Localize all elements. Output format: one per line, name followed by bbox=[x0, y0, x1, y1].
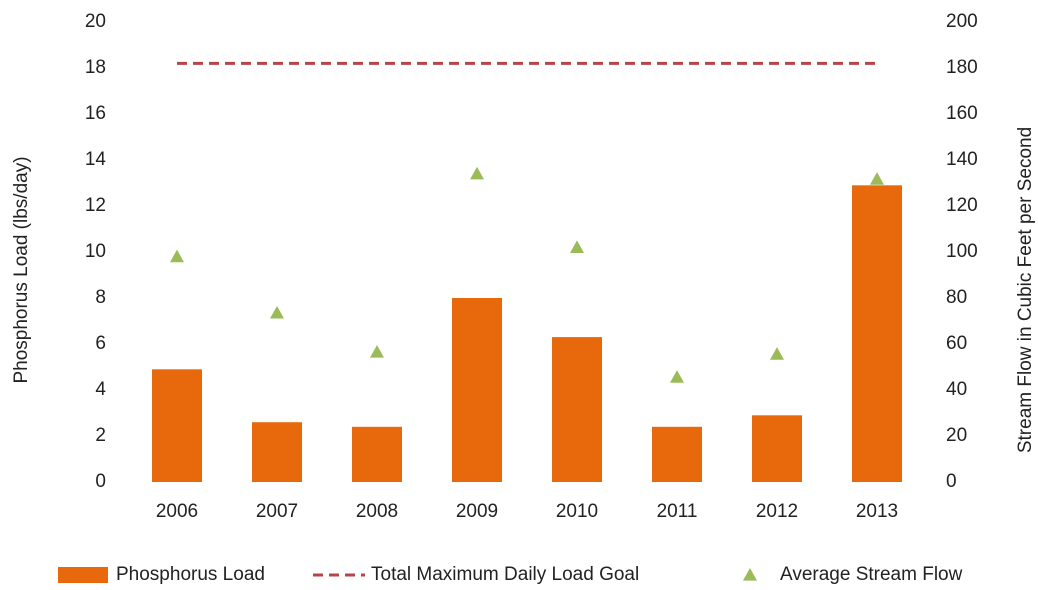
y-tick-label: 0 bbox=[95, 471, 106, 492]
flow-marker bbox=[670, 370, 684, 383]
x-tick-label: 2007 bbox=[256, 501, 298, 522]
y2-tick-label: 120 bbox=[946, 195, 978, 216]
flow-marker bbox=[570, 240, 584, 253]
legend-label: Total Maximum Daily Load Goal bbox=[371, 564, 639, 585]
x-tick-label: 2013 bbox=[856, 501, 898, 522]
y2-tick-label: 80 bbox=[946, 287, 967, 308]
y-axis-title: Phosphorus Load (lbs/day) bbox=[11, 156, 32, 383]
x-tick-label: 2011 bbox=[657, 501, 698, 522]
y2-tick-label: 20 bbox=[946, 425, 967, 446]
y2-tick-label: 140 bbox=[946, 149, 978, 170]
bar bbox=[252, 422, 302, 482]
flow-marker bbox=[370, 345, 384, 358]
legend-swatch bbox=[743, 568, 757, 581]
flow-marker bbox=[270, 305, 284, 319]
y-tick-label: 12 bbox=[85, 195, 106, 216]
y2-axis-title: Stream Flow in Cubic Feet per Second bbox=[1015, 127, 1036, 453]
legend-label: Phosphorus Load bbox=[116, 564, 265, 585]
legend-label: Average Stream Flow bbox=[780, 564, 963, 585]
y-tick-label: 2 bbox=[95, 425, 106, 446]
x-tick-label: 2008 bbox=[356, 501, 398, 522]
y2-tick-label: 40 bbox=[946, 379, 967, 400]
bar bbox=[452, 298, 502, 482]
y-tick-label: 4 bbox=[95, 379, 106, 400]
bar bbox=[652, 426, 702, 482]
y-tick-label: 10 bbox=[85, 241, 106, 262]
x-tick-label: 2006 bbox=[156, 501, 198, 522]
bar bbox=[552, 337, 602, 482]
flow-marker bbox=[470, 166, 484, 180]
flow-marker bbox=[770, 347, 784, 360]
y2-tick-label: 200 bbox=[946, 11, 978, 32]
y-tick-label: 6 bbox=[95, 333, 106, 354]
y2-tick-label: 100 bbox=[946, 241, 978, 262]
flow-marker bbox=[170, 249, 184, 263]
y2-tick-label: 180 bbox=[946, 57, 978, 78]
bar bbox=[852, 185, 902, 483]
bar bbox=[352, 426, 402, 482]
x-tick-label: 2010 bbox=[556, 501, 598, 522]
y-tick-label: 8 bbox=[95, 287, 106, 308]
y2-tick-label: 60 bbox=[946, 333, 967, 354]
legend-swatch bbox=[58, 567, 108, 583]
y2-tick-label: 160 bbox=[946, 103, 978, 124]
y2-tick-label: 0 bbox=[946, 471, 957, 492]
y-tick-label: 14 bbox=[85, 149, 107, 170]
y-tick-label: 16 bbox=[85, 103, 106, 124]
x-tick-label: 2009 bbox=[456, 501, 498, 522]
bar bbox=[752, 415, 802, 482]
y-tick-label: 18 bbox=[85, 57, 106, 78]
bar bbox=[152, 369, 202, 482]
y-tick-label: 20 bbox=[85, 11, 106, 32]
x-tick-label: 2012 bbox=[756, 501, 798, 522]
flow-marker bbox=[870, 172, 884, 185]
